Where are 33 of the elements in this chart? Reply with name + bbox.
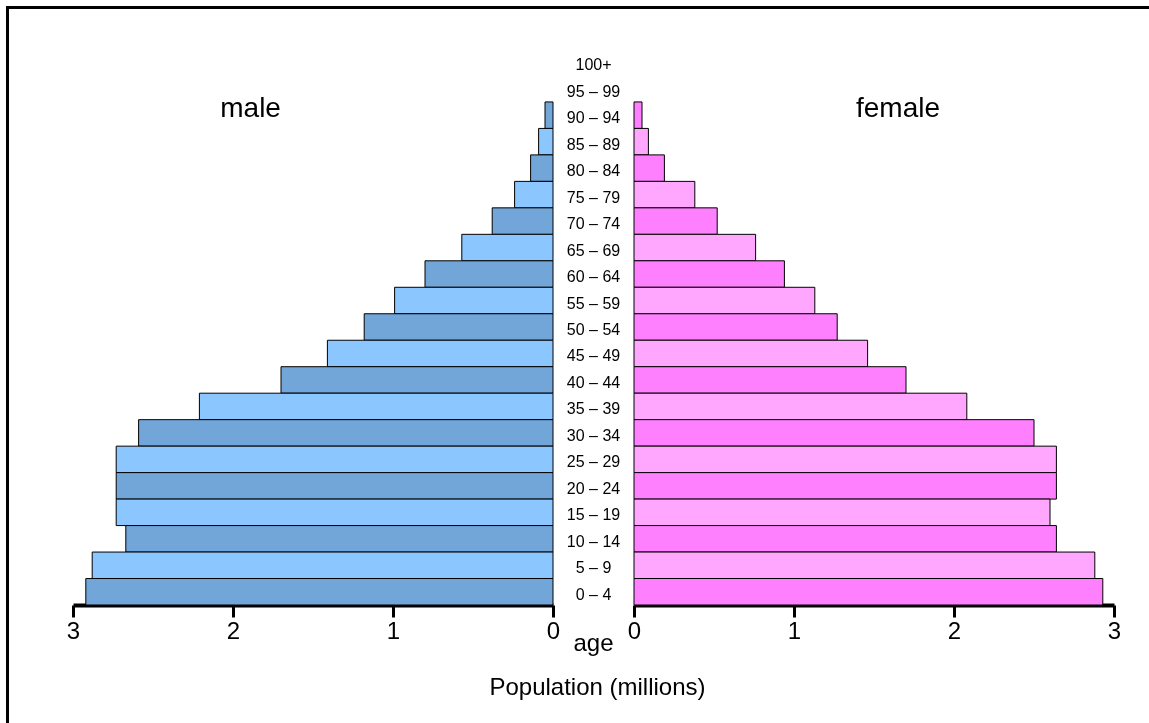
y-tick-label: 40 – 44 [566,373,621,391]
y-tick-label: 80 – 84 [566,162,621,180]
y-tick-label: 50 – 54 [566,321,621,338]
y-tick-label: 25 – 29 [566,453,621,471]
y-tick-label: 10 – 14 [566,532,621,550]
text: male [220,92,281,123]
y-tick-label: 55 – 59 [566,294,621,312]
x-tick-label: 2 [226,616,241,644]
x-tick-label: 3 [1107,616,1122,644]
y-tick-label: 0 – 4 [575,585,612,603]
y-tick-label: 95 – 99 [566,82,621,100]
y-tick-label: 35 – 39 [566,400,621,418]
y-tick-label: 65 – 69 [566,241,621,259]
y-tick-label: 30 – 34 [566,426,621,444]
y-tick-label: 75 – 79 [566,188,621,206]
x-tick-label: 2 [947,616,962,644]
y-axis-title: age [573,628,614,656]
y-tick-label: 5 – 9 [575,559,612,577]
x-axis-title: Population (millions) [489,672,706,700]
y-tick-label: 85 – 89 [566,135,621,153]
text: female [855,92,941,123]
x-tick-label: 0 [627,616,642,644]
x-tick-label: 0 [546,616,561,644]
y-tick-label: 45 – 49 [566,347,621,365]
x-tick-label: 3 [66,616,81,644]
y-tick-label: 70 – 74 [566,215,621,233]
x-tick-label: 1 [787,616,802,644]
x-tick-label: 1 [386,616,401,644]
y-tick-label: 60 – 64 [566,268,621,286]
y-tick-label: 20 – 24 [566,479,621,497]
y-tick-label: 15 – 19 [566,506,621,524]
y-tick-label: 100+ [575,56,612,74]
y-tick-label: 90 – 94 [566,109,621,127]
